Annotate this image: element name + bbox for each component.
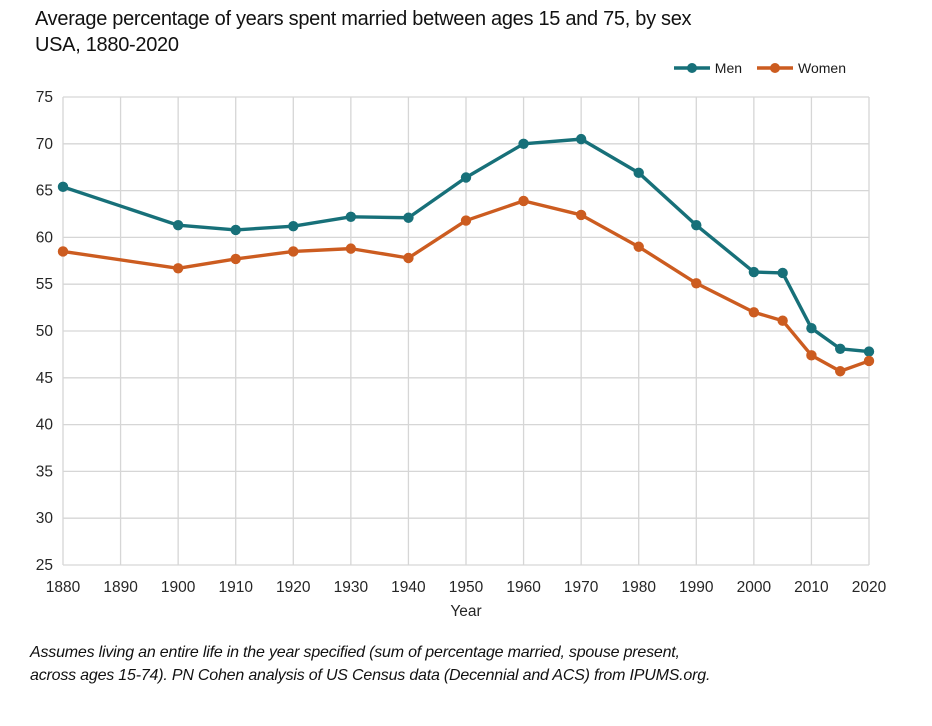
legend-label-men: Men [714, 60, 743, 76]
chart-title: Average percentage of years spent marrie… [35, 6, 692, 58]
y-tick-label: 75 [36, 89, 53, 106]
women-data-point [748, 307, 760, 318]
men-data-point [230, 224, 241, 236]
x-tick-label: 2010 [794, 579, 829, 596]
legend: Men Women [673, 60, 846, 76]
x-tick-label: 1940 [391, 579, 426, 596]
y-tick-label: 25 [36, 557, 53, 574]
x-tick-label: 2000 [737, 579, 772, 596]
men-data-point [633, 167, 644, 179]
men-data-point [863, 346, 875, 357]
x-tick-label: 1970 [564, 579, 599, 596]
line-chart: 25 30 35 40 45 50 55 60 65 70 75 1880 1890 1900 1910 19… [36, 89, 887, 620]
chart-title-line2: USA, 1880-2020 [35, 34, 179, 56]
y-tick-label: 70 [36, 136, 54, 153]
x-tick-label: 1960 [506, 579, 541, 596]
men-line [61, 137, 871, 354]
women-data-point [806, 350, 817, 361]
footnote: Assumes living an entire life in the yea… [30, 641, 910, 687]
footnote-line2: across ages 15-74). PN Cohen analysis of… [30, 667, 711, 684]
footnote-line1: Assumes living an entire life in the yea… [30, 644, 680, 661]
x-tick-label: 1890 [103, 579, 138, 596]
women-line [61, 199, 871, 373]
women-line-swatch-icon [757, 63, 794, 73]
men-data-point [691, 220, 702, 231]
women-data-point [403, 252, 414, 264]
women-data-point [230, 253, 241, 265]
women-data-point [57, 246, 69, 257]
legend-item-men: Men [673, 60, 742, 76]
women-data-point [691, 278, 702, 289]
x-axis-label: Year [450, 603, 481, 620]
men-data-point [345, 211, 357, 223]
x-tick-label: 1920 [276, 579, 311, 596]
y-tick-label: 65 [36, 183, 53, 200]
x-tick-label: 1880 [46, 579, 81, 596]
women-data-point [863, 355, 875, 367]
women-data-point [633, 241, 644, 252]
women-data-point [518, 195, 529, 207]
men-data-point [518, 138, 529, 149]
chart-canvas: 25 30 35 40 45 50 55 60 65 70 75 1880 1890 1900 1910 19… [36, 89, 887, 620]
y-tick-label: 55 [36, 276, 53, 293]
men-data-point [288, 220, 299, 232]
x-tick-label: 1900 [161, 579, 196, 596]
y-tick-label: 30 [36, 510, 54, 527]
men-data-point [835, 343, 846, 354]
x-tick-label: 1980 [621, 579, 656, 596]
y-tick-label: 35 [36, 463, 53, 480]
x-tick-label: 1910 [218, 579, 253, 596]
y-tick-label: 50 [36, 323, 54, 340]
x-tick-label: 1950 [449, 579, 484, 596]
women-data-point [460, 215, 472, 226]
legend-item-women: Women [756, 60, 846, 76]
x-tick-label: 2020 [852, 579, 887, 596]
women-data-point [575, 209, 587, 221]
men-data-point [575, 133, 587, 145]
men-data-point [748, 266, 760, 278]
women-data-point [777, 315, 788, 326]
men-data-point [806, 322, 817, 334]
men-data-point [460, 172, 472, 183]
men-data-point [777, 267, 788, 279]
women-data-point [345, 243, 357, 254]
y-tick-label: 40 [36, 417, 54, 434]
women-data-point [172, 263, 184, 274]
men-line-swatch-icon [673, 63, 710, 73]
men-data-point [57, 181, 69, 193]
men-data-point [172, 220, 184, 231]
y-tick-label: 45 [36, 370, 53, 387]
y-tick-label: 60 [36, 229, 54, 246]
x-tick-label: 1990 [679, 579, 714, 596]
women-data-point [835, 366, 846, 377]
legend-label-women: Women [798, 60, 846, 76]
chart-title-line1: Average percentage of years spent marrie… [35, 8, 692, 30]
x-tick-label: 1930 [334, 579, 369, 596]
men-data-point [403, 212, 414, 223]
women-data-point [288, 246, 299, 257]
